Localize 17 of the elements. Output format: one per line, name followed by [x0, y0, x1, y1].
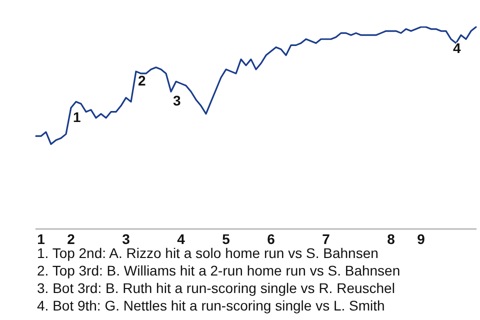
annotation: 1	[73, 108, 81, 125]
annotation: 4	[453, 40, 461, 56]
text: 2. Top 3rd: B. Williams hit a 2-run home run vs S. Bahnsen	[37, 262, 400, 278]
x-tick-label: 9	[417, 231, 426, 247]
x-tick-label: 2	[67, 231, 76, 247]
x-tick-label: 7	[322, 231, 330, 247]
x-tick-label: 4	[177, 231, 186, 247]
annotation: 2	[138, 72, 146, 88]
x-tick-label: 6	[267, 231, 276, 247]
x-tick-label: 8	[387, 231, 396, 247]
x-tick-label: 3	[122, 231, 130, 247]
text: 3. Bot 3rd: B. Ruth hit a run-scoring single vs R. Reuschel	[37, 280, 395, 296]
text: 4. Bot 9th: G. Nettles hit a run-scoring single vs L. Smith	[37, 298, 385, 314]
annotation: 3	[173, 92, 181, 109]
text: 1. Top 2nd: A. Rizzo hit a solo home run vs S. Bahnsen	[37, 245, 378, 261]
x-tick-label: 5	[222, 231, 230, 247]
x-tick-label: 1	[37, 231, 46, 247]
